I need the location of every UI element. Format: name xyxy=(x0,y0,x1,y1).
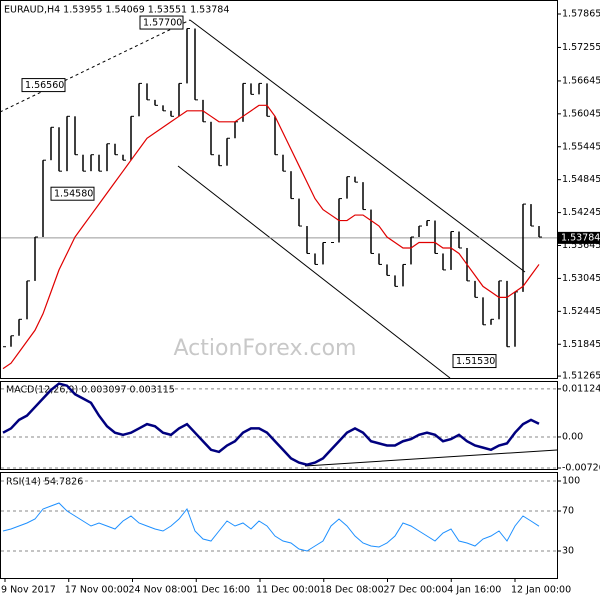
y-tick-label: 1.51265 xyxy=(562,371,600,382)
y-tick-label: 1.54245 xyxy=(562,207,600,218)
annotation-label: 1.54580 xyxy=(54,189,93,200)
chart-title: EURAUD,H4 1.53955 1.54069 1.53551 1.5378… xyxy=(4,5,229,16)
y-tick-label: 1.57865 xyxy=(562,8,600,19)
x-tick-label: 17 Nov 00:00 xyxy=(65,585,129,596)
annotation-box xyxy=(21,78,66,93)
x-tick-label: 4 Jan 16:00 xyxy=(447,585,501,596)
y-tick-label: 0.00 xyxy=(562,431,583,442)
x-tick-label: 9 Nov 2017 xyxy=(1,585,56,596)
channel-line xyxy=(177,165,451,379)
x-tick-label: 1 Dec 16:00 xyxy=(192,585,250,596)
y-tick-label: 1.52445 xyxy=(562,306,600,317)
price-panel xyxy=(0,0,558,379)
divergence-line xyxy=(304,449,558,467)
x-tick-label: 27 Dec 00:00 xyxy=(384,585,448,596)
macd-title: MACD(12,26,9) 0.003097 0.003115 xyxy=(6,385,175,396)
macd-panel xyxy=(0,381,558,470)
y-tick-label: 1.56045 xyxy=(562,108,600,119)
y-tick-label: 100 xyxy=(562,476,580,487)
y-tick-label: 1.55445 xyxy=(562,141,600,152)
moving-average xyxy=(2,104,540,370)
last-price-label: 1.53784 xyxy=(561,232,600,243)
y-tick-label: 1.51845 xyxy=(562,339,600,350)
y-tick-label: 1.53045 xyxy=(562,273,600,284)
annotation-label: 1.56560 xyxy=(25,80,64,91)
x-tick-label: 11 Dec 00:00 xyxy=(256,585,320,596)
x-tick-label: 18 Dec 08:00 xyxy=(320,585,384,596)
channel-line xyxy=(189,19,526,273)
trend-line xyxy=(0,19,191,113)
y-tick-label: 1.53645 xyxy=(562,240,600,251)
annotation-label: 1.57700 xyxy=(143,18,182,29)
y-tick-label: -0.007263 xyxy=(562,462,600,473)
x-tick-label: 24 Nov 08:00 xyxy=(129,585,193,596)
y-tick-label: 1.54845 xyxy=(562,174,600,185)
rsi-panel xyxy=(0,472,558,579)
rsi-line xyxy=(2,502,540,552)
last-price-box xyxy=(558,231,600,244)
annotation-box xyxy=(139,15,184,30)
annotation-box xyxy=(50,186,95,201)
y-tick-label: 30 xyxy=(562,546,574,557)
x-tick-label: 12 Jan 00:00 xyxy=(511,585,571,596)
macd-line xyxy=(2,382,540,467)
annotation-box xyxy=(452,354,497,369)
annotation-label: 1.51530 xyxy=(456,356,495,367)
y-tick-label: 70 xyxy=(562,506,574,517)
y-tick-label: 1.56645 xyxy=(562,75,600,86)
watermark: ActionForex.com xyxy=(174,336,357,361)
y-tick-label: 1.57255 xyxy=(562,42,600,53)
y-tick-label: 0.011247 xyxy=(562,383,600,394)
rsi-title: RSI(14) 54.7826 xyxy=(6,477,83,488)
